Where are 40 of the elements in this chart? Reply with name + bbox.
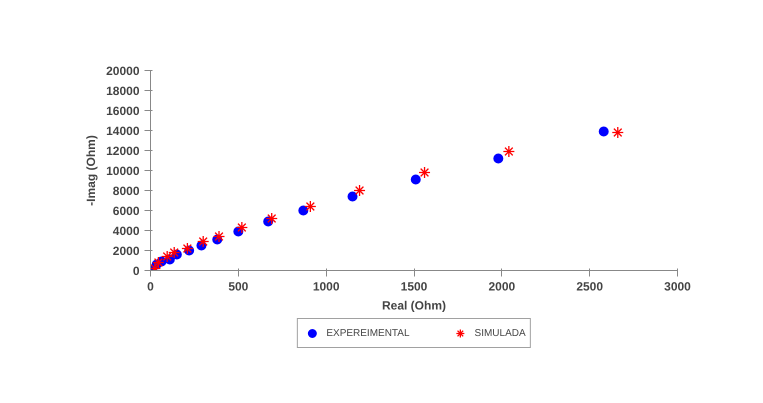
y-tick-label: 4000 [112,224,140,238]
point [348,192,358,202]
y-tick-label: 20000 [106,64,140,78]
x-tick-label: 3000 [664,280,692,294]
x-tick-label: 0 [147,280,154,294]
y-tick-label: 10000 [106,164,140,178]
point [197,235,210,248]
point [161,250,174,263]
point [304,200,317,213]
y-tick-label: 16000 [106,104,140,118]
point [353,184,366,197]
point [181,242,194,255]
point [168,246,180,259]
point [410,174,421,184]
x-tick-label: 1500 [400,280,428,294]
y-tick-label: 8000 [112,184,140,198]
y-tick-label: 18000 [106,84,140,98]
y-tick-label: 14000 [106,124,140,138]
x-tick-label: 2000 [488,280,516,294]
y-tick-label: 2000 [112,244,140,258]
y-axis-title: -Imag (Ohm) [84,135,98,206]
point [152,256,165,269]
point [502,145,516,158]
x-axis-title: Real (Ohm) [382,298,446,312]
y-tick-label: 12000 [106,144,140,158]
legend-label: SIMULADA [474,328,526,338]
y-tick-label: 0 [132,264,140,278]
point [612,126,624,139]
x-tick-label: 500 [228,280,249,294]
point [236,221,248,234]
point [493,154,504,164]
point [598,126,609,136]
point [212,230,226,243]
x-tick-label: 1000 [312,280,340,294]
point [298,206,308,216]
y-tick-label: 6000 [112,204,140,218]
point [266,212,278,225]
x-tick-label: 2500 [576,280,604,294]
point [418,166,431,179]
legend-label: EXPEREIMENTAL [326,328,410,338]
